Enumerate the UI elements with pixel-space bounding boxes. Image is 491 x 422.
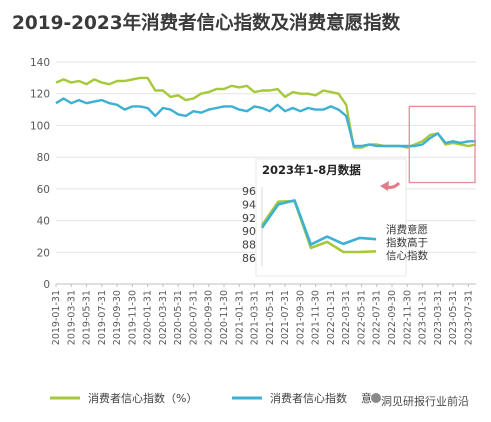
main-x-tick-label: 2021-05-31 xyxy=(265,290,276,345)
highlight-box xyxy=(408,105,476,184)
main-y-tick-label: 20 xyxy=(37,247,50,259)
main-x-tick-label: 2020-03-31 xyxy=(158,290,169,345)
main-x-tick-label: 2020-07-31 xyxy=(188,290,199,345)
inset-title: 2023年1-8月数据 xyxy=(262,163,361,177)
inset-y-tick-label: 86 xyxy=(242,252,256,265)
main-x-tick-label: 2022-11-30 xyxy=(402,290,413,345)
legend-label-suffix: 意 xyxy=(361,391,372,405)
main-y-tick-label: 140 xyxy=(30,57,50,69)
main-y-axis: 0 20 40 60 80 100 120 140 xyxy=(30,57,50,291)
main-x-tick-label: 2020-05-31 xyxy=(173,290,184,345)
watermark-logo-icon xyxy=(371,393,381,403)
main-x-tick-label: 2019-07-31 xyxy=(97,290,108,345)
inset-panel xyxy=(255,158,407,277)
legend-label-1: 消费者信心指数 xyxy=(270,391,347,405)
inset-annotation-line: 信心指数 xyxy=(386,249,428,262)
main-x-tick-label: 2021-01-31 xyxy=(234,290,245,345)
inset-y-tick-label: 96 xyxy=(242,185,256,198)
main-x-tick-label: 2020-01-31 xyxy=(143,290,154,345)
main-x-tick-label: 2021-11-30 xyxy=(311,290,322,345)
main-x-tick-label: 2021-03-31 xyxy=(250,290,261,345)
main-x-tick-label: 2022-05-31 xyxy=(356,290,367,345)
inset-y-tick-label: 88 xyxy=(242,239,256,252)
inset-y-tick-label: 94 xyxy=(242,198,256,211)
main-plot xyxy=(55,76,477,149)
main-x-tick-label: 2022-01-31 xyxy=(326,290,337,345)
main-x-tick-label: 2022-03-31 xyxy=(341,290,352,345)
inset-y-tick-label: 92 xyxy=(242,212,256,225)
main-x-axis: 2019-01-31 2019-03-31 2019-05-31 2019-07-31… xyxy=(51,284,474,345)
inset-series-line-1 xyxy=(260,199,377,246)
main-x-tick-label: 2022-09-30 xyxy=(387,290,398,345)
main-x-tick-label: 2021-09-30 xyxy=(295,290,306,345)
legend-label-0: 消费者信心指数（%） xyxy=(88,391,197,405)
main-y-tick-label: 0 xyxy=(43,279,50,291)
main-x-tick-label: 2022-07-31 xyxy=(372,290,383,345)
watermark: 洞见研报行业前沿 xyxy=(381,394,469,408)
main-y-tick-label: 80 xyxy=(37,152,50,164)
main-x-tick-label: 2019-01-31 xyxy=(51,290,62,345)
main-x-tick-label: 2021-07-31 xyxy=(280,290,291,345)
inset-y-tick-label: 90 xyxy=(242,225,256,238)
main-x-tick-label: 2019-05-31 xyxy=(82,290,93,345)
main-series-line-1 xyxy=(55,97,476,148)
main-x-tick-label: 2023-07-31 xyxy=(463,290,474,345)
main-x-tick-label: 2023-03-31 xyxy=(433,290,444,345)
chart-title: 2019-2023年消费者信心指数及消费意愿指数 xyxy=(12,12,401,34)
inset-series-line-0 xyxy=(260,199,377,254)
main-series-line-0 xyxy=(55,76,477,149)
main-x-tick-label: 2023-05-31 xyxy=(448,290,459,345)
main-x-tick-label: 2020-11-30 xyxy=(219,290,230,345)
legend: 消费者信心指数（%） 消费者信心指数意 xyxy=(50,391,381,405)
main-x-tick-label: 2020-09-30 xyxy=(204,290,215,345)
inset-annotation-line: 指数高于 xyxy=(386,236,428,249)
main-y-tick-label: 40 xyxy=(37,216,50,228)
main-x-tick-label: 2019-03-31 xyxy=(66,290,77,345)
main-x-tick-label: 2019-11-30 xyxy=(127,290,138,345)
main-y-tick-label: 60 xyxy=(37,184,50,196)
inset-annotation-line: 消费意愿 xyxy=(386,223,428,236)
main-y-tick-label: 120 xyxy=(30,89,50,101)
pointer-arrow-head xyxy=(380,181,389,191)
main-y-tick-label: 100 xyxy=(30,120,50,132)
inset-plot xyxy=(260,199,377,254)
main-x-tick-label: 2019-09-30 xyxy=(112,290,123,345)
highlight-box-group xyxy=(408,105,476,184)
main-x-tick-label: 2023-01-31 xyxy=(418,290,429,345)
